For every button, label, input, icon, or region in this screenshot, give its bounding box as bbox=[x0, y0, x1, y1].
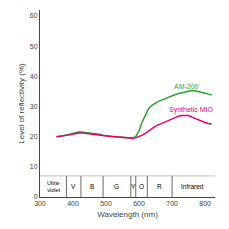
svg-text:Infrared: Infrared bbox=[181, 183, 204, 190]
svg-text:G: G bbox=[114, 183, 119, 190]
svg-text:500: 500 bbox=[100, 200, 112, 207]
svg-text:0: 0 bbox=[34, 193, 38, 200]
svg-text:10: 10 bbox=[30, 163, 38, 170]
svg-text:30: 30 bbox=[30, 103, 38, 110]
svg-text:600: 600 bbox=[133, 200, 145, 207]
svg-text:60: 60 bbox=[30, 12, 38, 19]
svg-text:B: B bbox=[90, 183, 94, 190]
svg-text:50: 50 bbox=[30, 43, 38, 50]
svg-text:20: 20 bbox=[30, 133, 38, 140]
svg-text:O: O bbox=[139, 183, 144, 190]
svg-text:400: 400 bbox=[67, 200, 79, 207]
svg-text:Level of reflectivity (%): Level of reflectivity (%) bbox=[17, 63, 26, 144]
svg-text:700: 700 bbox=[166, 200, 178, 207]
svg-text:Wavelength (nm): Wavelength (nm) bbox=[97, 210, 158, 219]
svg-text:Ultra-violet: Ultra-violet bbox=[47, 180, 61, 193]
svg-text:R: R bbox=[157, 183, 162, 190]
svg-text:800: 800 bbox=[199, 200, 211, 207]
svg-text:V: V bbox=[71, 183, 76, 190]
svg-text:300: 300 bbox=[34, 200, 46, 207]
svg-text:AM-200: AM-200 bbox=[174, 83, 199, 90]
svg-text:Y: Y bbox=[131, 183, 136, 190]
svg-text:Synthetic MIO: Synthetic MIO bbox=[169, 106, 214, 114]
svg-text:40: 40 bbox=[30, 73, 38, 80]
